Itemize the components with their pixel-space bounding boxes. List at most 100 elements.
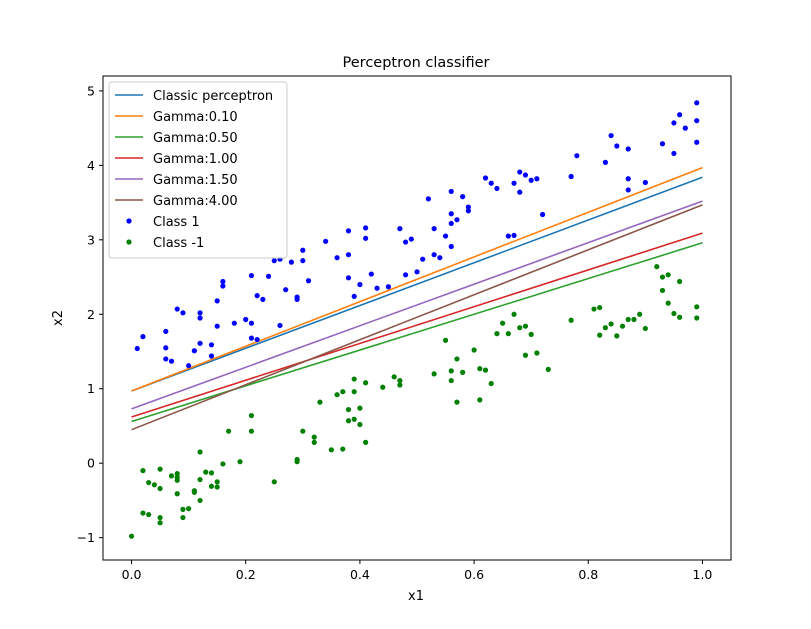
point-series0-88 (625, 176, 631, 182)
point-series0-58 (431, 226, 437, 232)
point-series1-52 (363, 380, 369, 386)
point-series0-68 (465, 208, 471, 214)
x-tick-label-2: 0.4 (350, 567, 370, 582)
point-series1-73 (517, 325, 523, 331)
point-series0-49 (385, 284, 392, 290)
point-series0-14 (208, 353, 215, 359)
series-line-3 (131, 232, 703, 418)
point-series0-97 (694, 100, 700, 106)
x-tick-label-5: 1.0 (693, 567, 713, 582)
point-series0-21 (248, 320, 255, 326)
point-series1-13 (174, 474, 180, 480)
legend-label-line-4: Gamma:1.50 (153, 173, 238, 188)
point-series1-21 (197, 497, 203, 504)
point-series1-92 (659, 274, 666, 280)
point-series1-85 (614, 333, 620, 339)
point-series1-19 (191, 488, 197, 494)
point-series0-51 (402, 272, 409, 278)
legend-swatch-series-1 (126, 239, 132, 245)
point-series0-60 (442, 233, 449, 239)
point-series1-5 (151, 482, 157, 488)
point-series1-9 (157, 485, 163, 492)
point-series0-20 (243, 316, 249, 323)
point-series0-41 (345, 252, 352, 258)
point-series1-48 (351, 416, 357, 422)
point-series0-45 (363, 235, 369, 241)
point-series0-69 (482, 175, 489, 181)
point-series1-79 (568, 317, 574, 323)
point-series0-65 (454, 217, 460, 223)
point-series1-40 (328, 447, 334, 453)
chart-title: Perceptron classifier (343, 55, 490, 71)
point-series0-46 (363, 225, 369, 231)
x-tick-label-0: 0.0 (122, 567, 142, 582)
y-axis-ticks: −1 0 1 2 3 4 5 (77, 83, 103, 545)
point-series1-77 (534, 350, 540, 356)
scatter-points (128, 100, 700, 539)
point-series0-1 (140, 334, 146, 340)
x-tick-label-4: 0.8 (578, 567, 598, 582)
point-series1-83 (602, 325, 609, 331)
point-series1-44 (345, 418, 352, 424)
legend-label-line-0: Classic perceptron (153, 89, 273, 104)
legend-swatch-series-0 (126, 218, 132, 224)
point-series1-53 (380, 384, 386, 390)
point-series0-30 (277, 322, 283, 329)
point-series0-42 (345, 275, 352, 281)
point-series0-13 (208, 342, 215, 348)
point-series0-9 (191, 348, 197, 354)
point-series1-69 (494, 331, 500, 337)
point-series1-39 (317, 399, 323, 405)
point-series0-37 (305, 278, 312, 284)
x-tick-label-1: 0.2 (236, 567, 256, 582)
point-series1-37 (311, 434, 317, 440)
point-series1-41 (334, 392, 340, 398)
point-series1-100 (694, 315, 700, 321)
point-series1-98 (677, 278, 683, 285)
point-series1-97 (677, 314, 683, 320)
point-series1-51 (363, 439, 369, 445)
point-series0-8 (186, 363, 192, 369)
point-series0-86 (625, 187, 631, 193)
point-series0-44 (357, 281, 363, 288)
point-series1-81 (597, 304, 603, 311)
point-series0-36 (300, 258, 306, 264)
point-series0-35 (300, 247, 306, 253)
point-series1-58 (442, 337, 449, 343)
point-series0-92 (671, 120, 677, 126)
point-series1-62 (454, 399, 460, 405)
point-series1-6 (157, 520, 163, 526)
point-series0-18 (220, 283, 226, 289)
point-series0-6 (174, 306, 180, 312)
axes-frame (102, 75, 732, 561)
point-series0-79 (534, 176, 540, 182)
point-series0-50 (397, 226, 403, 232)
point-series0-26 (260, 296, 266, 302)
point-series1-94 (665, 272, 671, 278)
point-series1-47 (351, 376, 357, 382)
y-axis-label: x2 (51, 310, 66, 326)
point-series1-8 (157, 466, 163, 472)
point-series0-83 (602, 159, 609, 165)
point-series0-53 (408, 236, 414, 242)
point-series0-31 (283, 287, 289, 293)
point-series1-29 (226, 428, 232, 434)
point-series0-96 (694, 118, 700, 124)
x-axis-label: x1 (408, 589, 424, 604)
point-series0-28 (271, 258, 277, 264)
point-series0-76 (517, 169, 523, 175)
point-series0-74 (511, 180, 517, 186)
point-series0-19 (231, 320, 237, 326)
point-series0-62 (448, 188, 454, 195)
point-series0-57 (431, 252, 437, 258)
x-axis-ticks: 0.0 0.2 0.4 0.6 0.8 1.0 (122, 560, 713, 582)
point-series0-89 (642, 179, 648, 186)
point-series0-59 (437, 255, 443, 261)
legend-label-line-3: Gamma:1.00 (153, 152, 238, 167)
point-series1-86 (619, 323, 626, 329)
point-series0-91 (671, 150, 677, 157)
series-line-5 (131, 204, 703, 431)
point-series0-52 (402, 239, 409, 245)
point-series0-82 (574, 153, 580, 159)
